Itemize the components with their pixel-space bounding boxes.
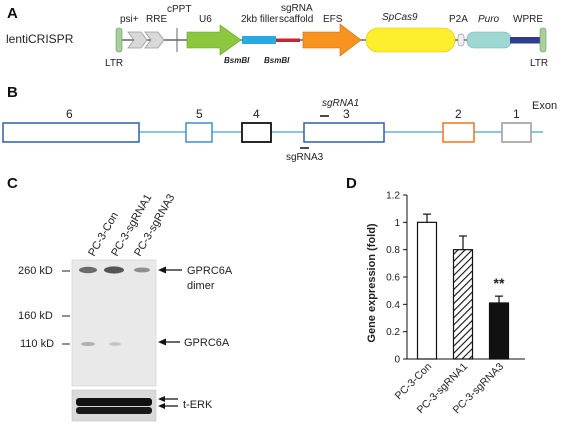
exon-4-number: 4	[253, 107, 260, 121]
wpre-label: WPRE	[513, 14, 543, 25]
exon-6-number: 6	[66, 107, 73, 121]
scaffold-label-line2: scaffold	[279, 14, 313, 25]
puro-label: Puro	[478, 14, 500, 25]
efs-label: EFS	[323, 14, 343, 25]
panel-c-letter: C	[7, 175, 18, 192]
cppt-label: cPPT	[167, 4, 191, 15]
filler-element	[242, 36, 276, 44]
ltr-left-element	[115, 27, 123, 53]
y-tick-label: 0	[394, 355, 400, 366]
blot-main	[71, 259, 157, 387]
scaffold-label-line1: sgRNA	[281, 3, 313, 14]
spcas9-label: SpCas9	[382, 12, 418, 23]
ltr-right-element	[539, 27, 547, 53]
exon-5-number: 5	[196, 107, 203, 121]
puro-element	[466, 31, 512, 49]
exon-5-box	[185, 122, 213, 143]
band-terk-lower	[76, 407, 152, 414]
label-terk: t-ERK	[183, 399, 213, 411]
exon-2-box	[442, 122, 475, 143]
band-dimer-sgrna1	[104, 266, 124, 274]
arrow-gprc6a-head	[158, 338, 166, 346]
panel-b-gene-map: 6 5 4 3 2 1 Exon sgRNA1 sgRNA3	[2, 98, 557, 163]
panel-a-construct: lentiCRISPR LTR psi+ RRE cPPT U6 2kb fil…	[6, 3, 548, 69]
exon-3-number: 3	[343, 107, 350, 121]
bsmbi-label-2: BsmBI	[264, 56, 290, 65]
efs-promoter-arrow	[302, 23, 362, 57]
bars: **	[416, 213, 510, 360]
y-ticks: 0 0.2 0.4 0.6 0.8 1 1.2	[386, 191, 407, 366]
gene-expression-chart: Gene expression (fold) 0 0.2 0.4 0.6 0.8 1 1.2…	[366, 191, 525, 417]
arrow-dimer-head	[158, 266, 166, 274]
wpre-element	[510, 37, 540, 44]
exon-6-box	[2, 122, 140, 143]
y-tick-label: 0.6	[386, 273, 400, 284]
arrow-terk-lower-head	[158, 403, 165, 409]
significance-marker: **	[494, 275, 505, 291]
rre-label: RRE	[146, 14, 167, 25]
y-tick-label: 0.4	[386, 300, 400, 311]
panel-c-western-blot: PC-3-Con PC-3-sgRNA1 PC-3-sgRNA3 260 kD …	[18, 192, 233, 422]
panel-d-letter: D	[346, 175, 357, 192]
bar-pc-3-con	[416, 221, 438, 360]
sgrna3-label: sgRNA3	[286, 152, 324, 163]
sgrna1-label: sgRNA1	[322, 98, 359, 109]
marker-160: 160 kD	[18, 310, 53, 322]
scaffold-element	[276, 38, 300, 42]
band-terk-upper	[76, 398, 152, 406]
label-gprc6a-dimer-line2: dimer	[187, 280, 215, 292]
label-gprc6a: GPRC6A	[184, 337, 230, 349]
label-gprc6a-dimer-line1: GPRC6A	[187, 265, 233, 277]
panel-a-letter: A	[7, 5, 18, 22]
rre-element	[144, 31, 165, 49]
marker-110: 110 kD	[20, 338, 54, 350]
exon-4-box	[241, 122, 272, 143]
exon-2-number: 2	[455, 107, 462, 121]
y-tick-label: 1	[394, 218, 400, 229]
psi-label: psi+	[120, 14, 139, 25]
y-tick-label: 1.2	[386, 191, 400, 202]
exon-1-box	[501, 122, 532, 143]
arrow-terk-upper-head	[158, 396, 165, 402]
band-dimer-con	[79, 266, 97, 274]
y-axis-title: Gene expression (fold)	[366, 223, 378, 343]
marker-260: 260 kD	[18, 265, 53, 277]
filler-label: 2kb filler	[241, 14, 279, 25]
y-tick-label: 0.2	[386, 327, 400, 338]
psi-element	[127, 31, 148, 49]
u6-promoter-arrow	[186, 24, 242, 56]
band-dimer-sgrna3	[134, 267, 150, 273]
exon-heading: Exon	[532, 100, 557, 112]
bar-pc-3-sgrna1	[452, 249, 474, 360]
y-tick-label: 0.8	[386, 245, 400, 256]
band-gprc6a-sgrna1	[109, 342, 121, 346]
panel-b-letter: B	[7, 84, 18, 101]
construct-name: lentiCRISPR	[6, 32, 74, 46]
ltr-left-label: LTR	[105, 58, 123, 69]
p2a-element	[457, 33, 465, 47]
ltr-right-label: LTR	[530, 58, 548, 69]
bsmbi-label-1: BsmBI	[224, 56, 250, 65]
bar-pc-3-sgrna3	[488, 302, 510, 360]
exon-3-box	[303, 122, 385, 143]
exon-1-number: 1	[513, 107, 520, 121]
u6-label: U6	[199, 14, 212, 25]
band-gprc6a-con	[81, 342, 95, 346]
p2a-label: P2A	[449, 14, 468, 25]
spcas9-element	[365, 27, 456, 53]
